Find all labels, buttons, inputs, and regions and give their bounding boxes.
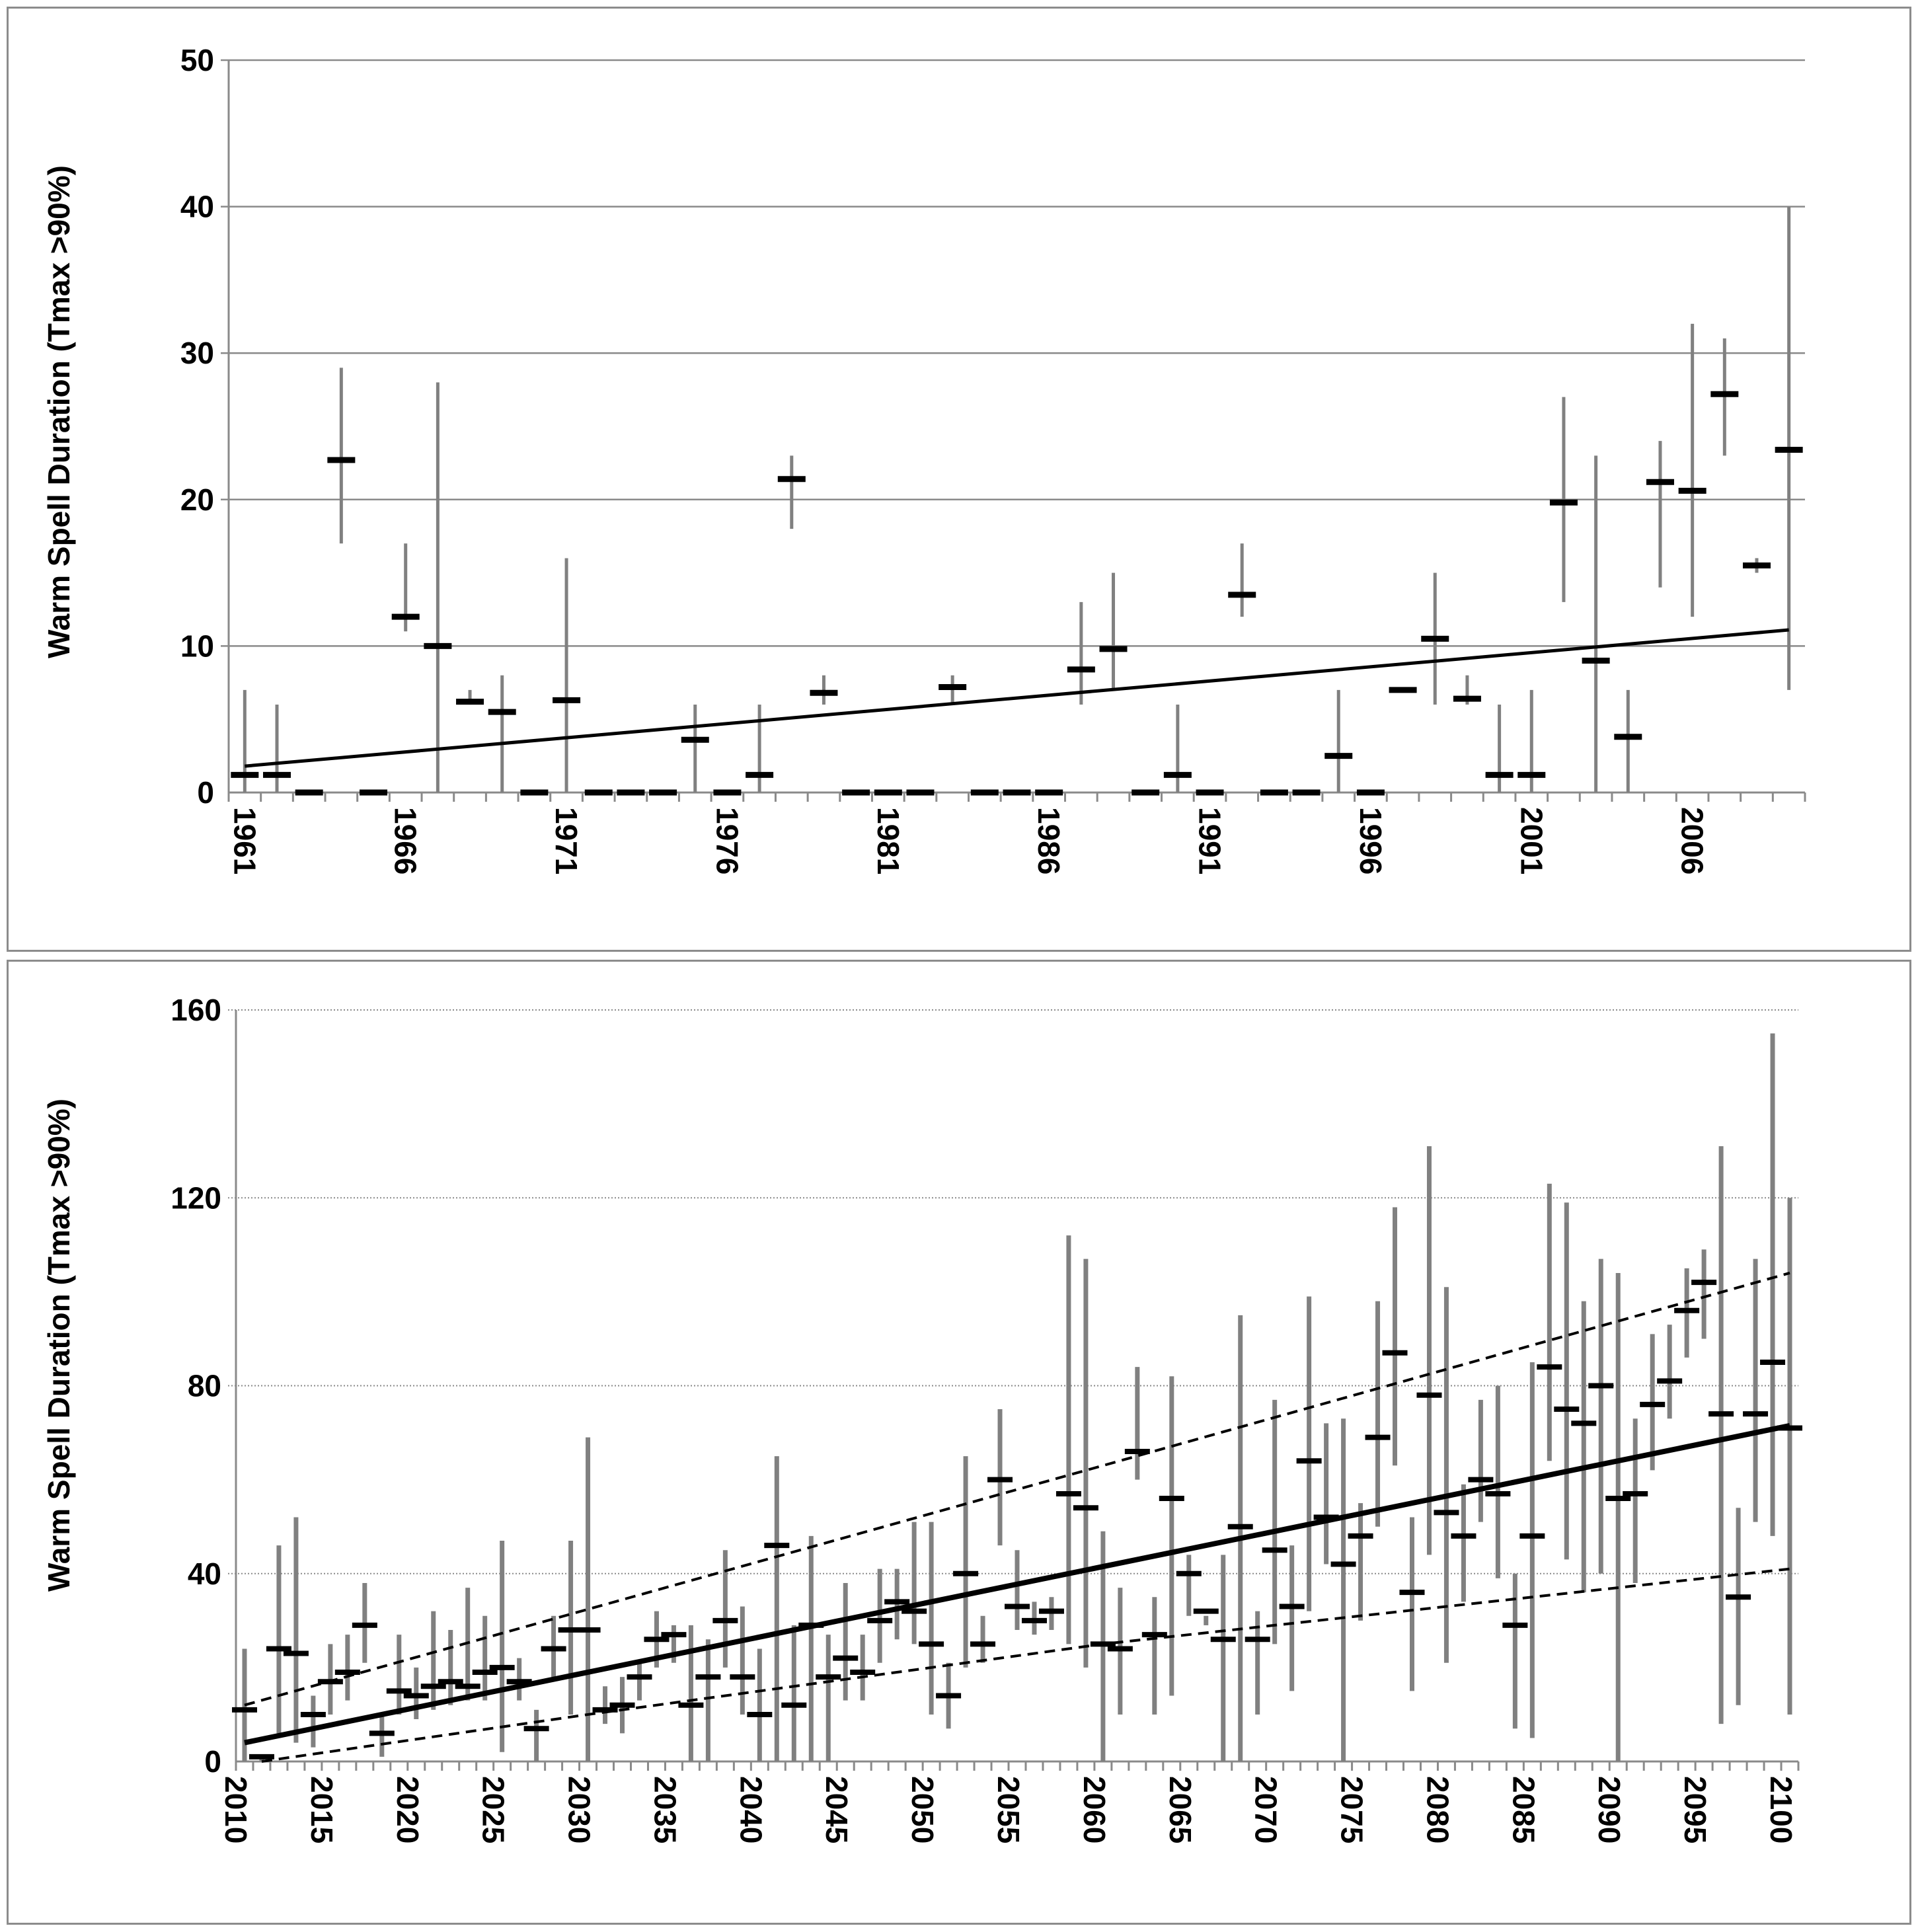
x-tick-label: 2080 bbox=[1420, 1776, 1455, 1843]
y-tick-label: 40 bbox=[180, 190, 214, 224]
x-tick-label: 1981 bbox=[871, 807, 905, 874]
x-tick-label: 1986 bbox=[1032, 807, 1066, 874]
x-tick-label: 2040 bbox=[734, 1776, 768, 1843]
x-tick-label: 2020 bbox=[391, 1776, 425, 1843]
x-tick-label: 2030 bbox=[562, 1776, 597, 1843]
y-tick-label: 20 bbox=[180, 483, 214, 517]
x-tick-label: 2085 bbox=[1506, 1776, 1541, 1843]
y-axis-title-bottom: Warm Spell Duration (Tmax >90%) bbox=[42, 1099, 76, 1592]
x-tick-label: 2075 bbox=[1335, 1776, 1369, 1843]
y-tick-label: 10 bbox=[180, 629, 214, 663]
y-tick-label: 80 bbox=[188, 1369, 221, 1403]
x-tick-label: 1961 bbox=[227, 807, 262, 874]
chart-panel-bottom: Warm Spell Duration (Tmax >90%) 0 40 80 120… bbox=[7, 960, 1911, 1925]
x-tick-label: 2035 bbox=[648, 1776, 682, 1843]
x-tick-label: 1971 bbox=[549, 807, 584, 874]
upper-trend-line bbox=[244, 1272, 1790, 1707]
trend-line bbox=[245, 628, 1789, 768]
trend-line bbox=[244, 1422, 1790, 1746]
x-tick-label: 2025 bbox=[477, 1776, 511, 1843]
y-tick-label: 40 bbox=[188, 1557, 221, 1591]
x-tick-label: 1976 bbox=[710, 807, 744, 874]
x-tick-label: 2050 bbox=[905, 1776, 940, 1843]
x-tick-label: 2060 bbox=[1077, 1776, 1112, 1843]
x-tick-label: 1991 bbox=[1193, 807, 1227, 874]
x-tick-label: 2015 bbox=[305, 1776, 339, 1843]
x-tick-label: 2001 bbox=[1514, 807, 1549, 874]
x-tick-label: 2095 bbox=[1678, 1776, 1712, 1843]
chart-panel-top: Warm Spell Duration (Tmax >90%) 0 10 20 30 4… bbox=[7, 7, 1911, 952]
y-tick-label: 120 bbox=[171, 1180, 221, 1215]
chart-bottom: Warm Spell Duration (Tmax >90%) 0 40 80 120… bbox=[42, 993, 1803, 1843]
x-tick-label: 2100 bbox=[1764, 1776, 1798, 1843]
y-tick-label: 160 bbox=[171, 993, 221, 1027]
x-tick-label: 1996 bbox=[1354, 807, 1388, 874]
y-tick-label: 0 bbox=[197, 775, 214, 810]
y-tick-label: 30 bbox=[180, 336, 214, 370]
x-tick-label: 2055 bbox=[991, 1776, 1026, 1843]
x-tick-label: 2006 bbox=[1675, 807, 1710, 874]
x-tick-label: 2010 bbox=[219, 1776, 253, 1843]
y-tick-label: 50 bbox=[180, 43, 214, 77]
y-tick-label: 0 bbox=[204, 1744, 221, 1779]
x-tick-label: 2065 bbox=[1163, 1776, 1198, 1843]
x-tick-label: 2070 bbox=[1249, 1776, 1284, 1843]
lower-trend-line bbox=[261, 1567, 1790, 1763]
x-tick-label: 2045 bbox=[820, 1776, 854, 1843]
x-tick-label: 1966 bbox=[389, 807, 423, 874]
y-axis-title-top: Warm Spell Duration (Tmax >90%) bbox=[42, 165, 76, 658]
chart-top: Warm Spell Duration (Tmax >90%) 0 10 20 30 4… bbox=[42, 43, 1806, 874]
x-tick-label: 2090 bbox=[1592, 1776, 1627, 1843]
